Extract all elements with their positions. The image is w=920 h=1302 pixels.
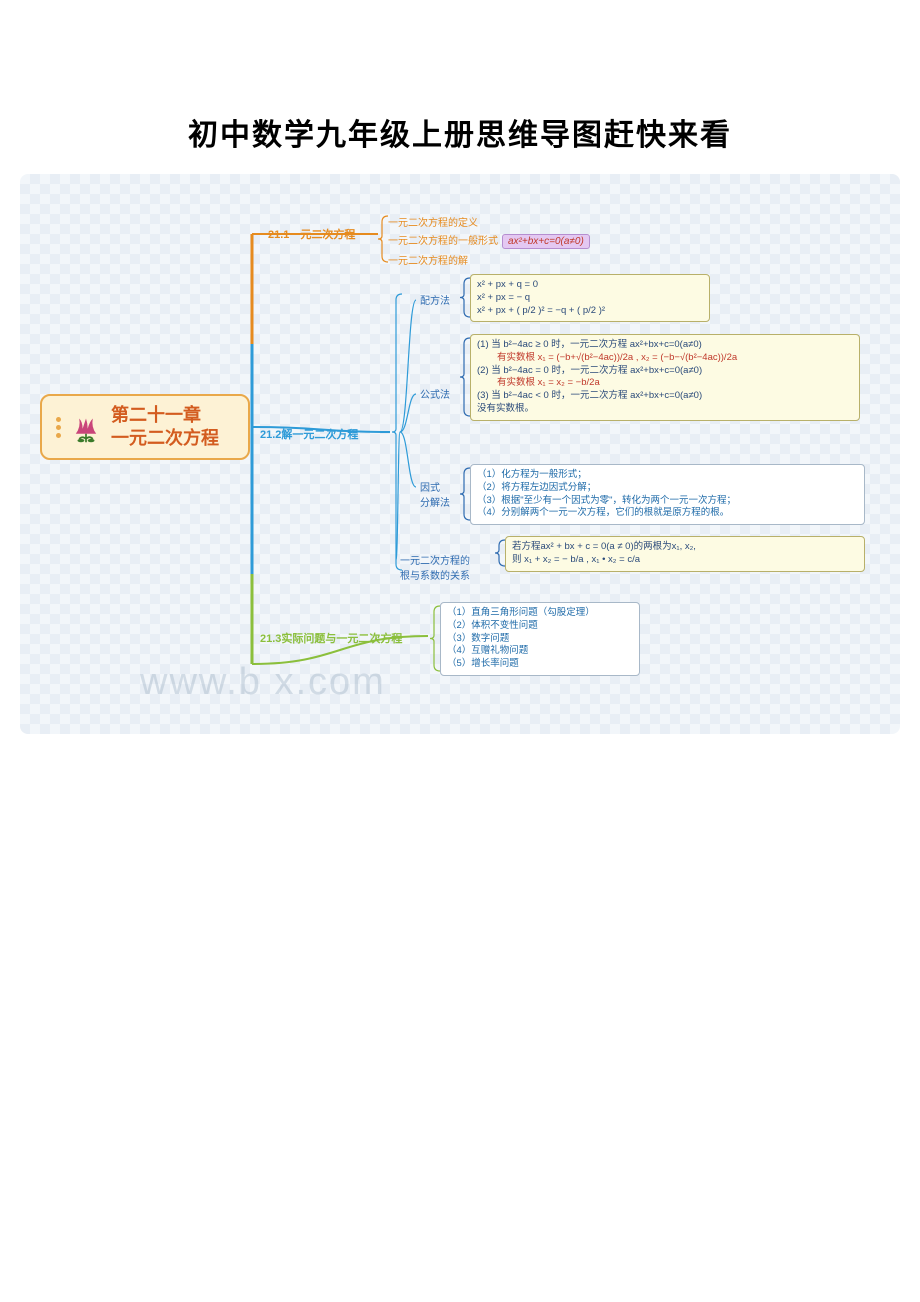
content-line: (1) 当 b²−4ac ≥ 0 时，一元二次方程 ax²+bx+c=0(a≠0…: [477, 339, 853, 352]
sub-branch-label: 公式法: [420, 386, 450, 401]
content-line: (3) 当 b²−4ac < 0 时，一元二次方程 ax²+bx+c=0(a≠0…: [477, 390, 853, 403]
content-line: 若方程ax² + bx + c = 0(a ≠ 0)的两根为x₁, x₂,: [512, 541, 858, 554]
tulip-icon: [69, 410, 103, 444]
content-line: （2）体积不变性问题: [447, 620, 633, 633]
content-line: （4）分别解两个一元一次方程，它们的根就是原方程的根。: [477, 507, 858, 520]
content-line: （1）直角三角形问题（勾股定理）: [447, 607, 633, 620]
leaf-text: 一元二次方程的一般形式ax²+bx+c=0(a≠0): [388, 232, 590, 249]
content-line: （5）增长率问题: [447, 658, 633, 671]
sub-branch-label: 因式 分解法: [420, 479, 450, 509]
content-line: 则 x₁ + x₂ = − b/a , x₁ • x₂ = c/a: [512, 554, 858, 567]
branch-label: 21.3实际问题与一元二次方程: [260, 630, 402, 646]
branch-label: 21.1一元二次方程: [268, 226, 355, 242]
content-line: （1）化方程为一般形式；: [477, 469, 858, 482]
content-line: 没有实数根。: [477, 403, 853, 416]
sub-branch-label: 配方法: [420, 292, 450, 307]
content-line: x² + px + q = 0: [477, 279, 703, 292]
content-box: （1）直角三角形问题（勾股定理）（2）体积不变性问题（3）数字问题（4）互赠礼物…: [440, 602, 640, 676]
content-box: （1）化方程为一般形式；（2）将方程左边因式分解；（3）根据"至少有一个因式为零…: [470, 464, 865, 525]
content-line: （4）互赠礼物问题: [447, 645, 633, 658]
root-title: 第二十一章一元二次方程: [111, 404, 219, 451]
content-line: （2）将方程左边因式分解；: [477, 482, 858, 495]
content-line: （3）根据"至少有一个因式为零"，转化为两个一元一次方程；: [477, 495, 858, 508]
content-line: (2) 当 b²−4ac = 0 时，一元二次方程 ax²+bx+c=0(a≠0…: [477, 365, 853, 378]
content-line: 有实数根 x₁ = (−b+√(b²−4ac))/2a , x₂ = (−b−√…: [477, 352, 853, 365]
content-box: (1) 当 b²−4ac ≥ 0 时，一元二次方程 ax²+bx+c=0(a≠0…: [470, 334, 860, 421]
content-line: 有实数根 x₁ = x₂ = −b/2a: [477, 377, 853, 390]
page-title: 初中数学九年级上册思维导图赶快来看: [0, 0, 920, 174]
content-box: x² + px + q = 0x² + px = − qx² + px + ( …: [470, 274, 710, 322]
leaf-text: 一元二次方程的定义: [388, 214, 478, 229]
content-box: 若方程ax² + bx + c = 0(a ≠ 0)的两根为x₁, x₂,则 x…: [505, 536, 865, 572]
mindmap-diagram: www.b x.com 第二十一章一元二次方程 21.1一元二次方程一元二次方程…: [20, 174, 900, 734]
root-node: 第二十一章一元二次方程: [40, 394, 250, 460]
content-line: x² + px + ( p/2 )² = −q + ( p/2 )²: [477, 305, 703, 318]
watermark: www.b x.com: [140, 661, 386, 704]
content-line: x² + px = − q: [477, 292, 703, 305]
leaf-text: 一元二次方程的解: [388, 252, 468, 267]
branch-label: 21.2解一元二次方程: [260, 426, 358, 442]
content-line: （3）数字问题: [447, 633, 633, 646]
drag-dots-icon: [56, 417, 61, 438]
formula-box: ax²+bx+c=0(a≠0): [502, 234, 590, 249]
sub-branch-label: 一元二次方程的 根与系数的关系: [400, 552, 470, 582]
